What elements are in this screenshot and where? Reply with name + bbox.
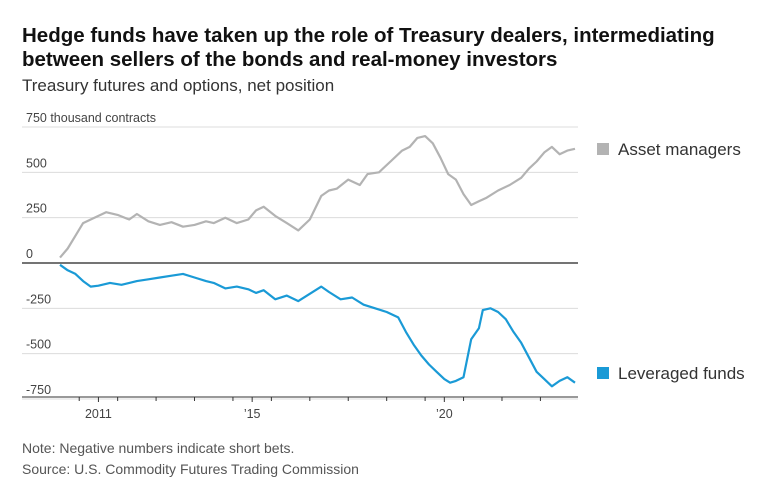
chart-subtitle: Treasury futures and options, net positi… [22,76,335,95]
series-line-leveraged-funds [59,263,576,388]
chart-source: Source: U.S. Commodity Futures Trading C… [22,461,359,477]
y-tick-label: -250 [26,292,51,306]
legend-swatch [597,367,609,379]
chart-title: Hedge funds have taken up the role of Tr… [22,24,715,71]
x-tick-label: 2011 [85,407,112,421]
y-tick-label: 750 thousand contracts [26,111,156,125]
legend-swatch [597,143,609,155]
y-tick-label: -750 [26,383,51,397]
y-tick-label: -500 [26,338,51,352]
y-tick-label: 0 [26,247,33,261]
x-tick-label: ’20 [436,407,453,421]
series-line-asset-managers [59,135,576,259]
chart-note: Note: Negative numbers indicate short be… [22,440,295,456]
y-tick-label: 250 [26,202,47,216]
legend-label: Leveraged funds [618,364,745,383]
y-tick-label: 500 [26,156,47,170]
line-chart: 750 thousand contracts 500 250 0 -250 -500 -75… [22,111,745,421]
x-tick-label: ’15 [244,407,261,421]
legend-label: Asset managers [618,140,741,159]
